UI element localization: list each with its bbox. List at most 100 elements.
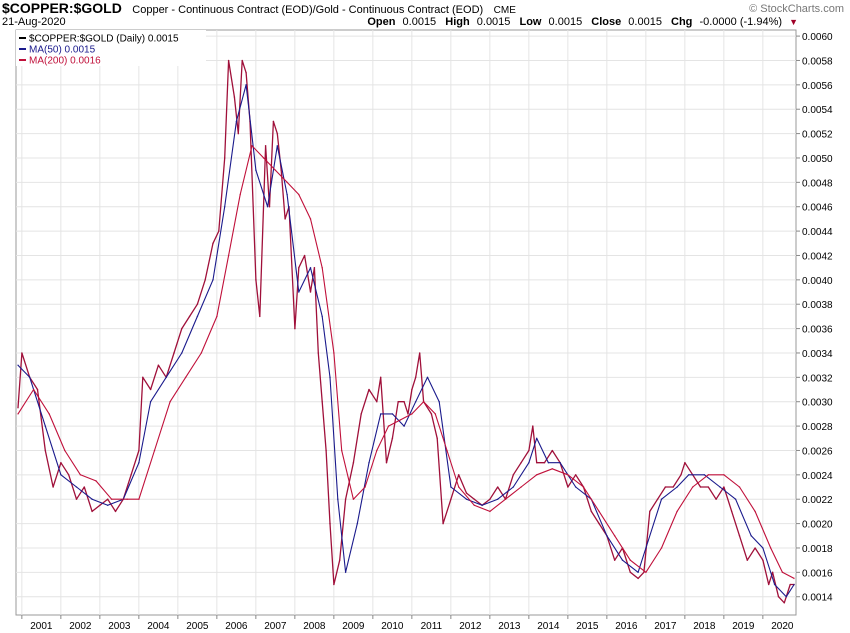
ma50-point bbox=[512, 486, 515, 488]
ma50-point bbox=[212, 279, 214, 281]
price-point bbox=[233, 96, 236, 98]
price-point bbox=[414, 376, 417, 379]
price-point bbox=[637, 577, 639, 580]
y-tick-label: 0.0042 bbox=[802, 251, 833, 262]
price-point bbox=[309, 291, 312, 293]
ma200-point bbox=[504, 498, 507, 501]
x-tick-label: 2009 bbox=[342, 621, 365, 632]
ma200-point bbox=[567, 474, 569, 476]
price-point bbox=[60, 461, 62, 464]
series-lines bbox=[17, 59, 795, 604]
ma200-point bbox=[723, 474, 725, 476]
ma200-point bbox=[184, 376, 187, 379]
ma50-point bbox=[368, 461, 370, 464]
ma50-point bbox=[676, 486, 678, 488]
x-tick-label: 2010 bbox=[381, 621, 404, 632]
price-point bbox=[746, 559, 749, 561]
x-tick-label: 2013 bbox=[498, 621, 521, 632]
price-point bbox=[227, 59, 230, 62]
price-point bbox=[672, 486, 674, 488]
price-point bbox=[188, 315, 191, 318]
price-point bbox=[430, 413, 433, 415]
chart-header: $COPPER:$GOLD Copper - Continuous Contra… bbox=[2, 0, 516, 18]
price-point bbox=[407, 413, 409, 415]
ma50-point bbox=[28, 376, 31, 379]
ma200-point bbox=[738, 486, 741, 488]
price-point bbox=[142, 376, 144, 379]
ma50-point bbox=[344, 571, 347, 574]
ma200-point bbox=[32, 388, 35, 391]
ma50-point bbox=[414, 400, 417, 403]
ma50-point bbox=[223, 205, 226, 208]
price-point bbox=[313, 266, 316, 269]
ma50-point bbox=[235, 120, 238, 123]
ma200-point bbox=[298, 193, 300, 196]
price-point bbox=[298, 266, 300, 269]
x-tick-label: 2019 bbox=[732, 621, 755, 632]
price-point bbox=[360, 413, 363, 415]
ma50-point bbox=[60, 474, 62, 476]
ma200-point bbox=[489, 510, 491, 513]
ma200-point bbox=[660, 547, 663, 549]
ma50-point bbox=[138, 461, 140, 464]
ma200-point bbox=[216, 315, 218, 318]
ma50-point bbox=[379, 413, 382, 415]
price-point bbox=[442, 522, 444, 525]
ma200-point bbox=[676, 510, 678, 513]
ma200-point bbox=[169, 400, 171, 403]
ma50-point bbox=[660, 498, 663, 501]
y-tick-label: 0.0060 bbox=[802, 32, 833, 43]
price-point bbox=[629, 571, 632, 574]
price-point bbox=[212, 242, 214, 245]
price-point bbox=[649, 510, 651, 513]
ma50-point bbox=[337, 498, 339, 501]
ma200-point bbox=[95, 480, 97, 482]
price-point bbox=[99, 504, 101, 507]
ma200-point bbox=[446, 449, 448, 452]
price-point bbox=[67, 474, 70, 476]
y-tick-label: 0.0046 bbox=[802, 203, 833, 214]
y-tick-label: 0.0058 bbox=[802, 56, 833, 67]
ma50-point bbox=[785, 595, 788, 598]
ma50-point bbox=[762, 547, 764, 549]
x-tick-label: 2014 bbox=[537, 621, 560, 632]
ma50-point bbox=[309, 266, 312, 269]
price-point bbox=[264, 145, 267, 147]
ma50-point bbox=[286, 193, 288, 196]
brand-watermark[interactable]: © StockCharts.com bbox=[749, 3, 844, 15]
ma200-point bbox=[434, 413, 437, 415]
price-point bbox=[294, 327, 296, 330]
price-point bbox=[181, 327, 183, 330]
price-point bbox=[762, 559, 764, 561]
y-tick-label: 0.0052 bbox=[802, 130, 833, 141]
legend-background bbox=[16, 30, 206, 66]
price-point bbox=[418, 352, 421, 354]
ma50-point bbox=[356, 522, 359, 525]
price-point bbox=[284, 218, 286, 220]
price-point bbox=[656, 498, 659, 501]
chart-date: 21-Aug-2020 bbox=[2, 16, 66, 28]
price-point bbox=[344, 498, 347, 501]
down-arrow-icon: ▼ bbox=[789, 17, 798, 27]
ma200-point bbox=[17, 413, 19, 415]
ma50-point bbox=[645, 547, 647, 549]
ma50-point bbox=[496, 498, 499, 501]
ma200-point bbox=[138, 498, 140, 501]
ma50-point bbox=[703, 474, 706, 476]
x-tick-label: 2007 bbox=[264, 621, 287, 632]
ma50-point bbox=[149, 400, 152, 403]
ma50-point bbox=[91, 498, 93, 501]
y-tick-label: 0.0034 bbox=[802, 349, 833, 360]
ma50-point bbox=[391, 413, 394, 415]
price-point bbox=[83, 486, 86, 488]
price-point bbox=[567, 486, 569, 488]
ma200-point bbox=[153, 449, 156, 452]
ma200-point bbox=[239, 193, 241, 196]
ma50-point bbox=[17, 364, 19, 367]
grid-lines bbox=[16, 30, 796, 615]
price-point bbox=[598, 522, 600, 525]
price-point bbox=[403, 400, 405, 403]
x-tick-label: 2002 bbox=[69, 621, 92, 632]
ma200-point bbox=[613, 535, 616, 537]
